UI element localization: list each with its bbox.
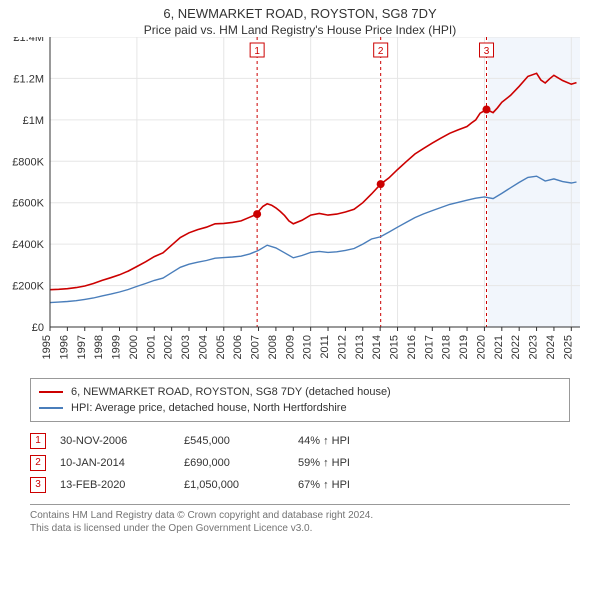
legend-label: 6, NEWMARKET ROAD, ROYSTON, SG8 7DY (det…: [71, 384, 391, 400]
svg-text:2003: 2003: [180, 335, 192, 359]
svg-text:2004: 2004: [197, 335, 209, 359]
legend-item-1: HPI: Average price, detached house, Nort…: [39, 400, 561, 416]
sale-dot-2: [377, 180, 385, 188]
svg-text:2015: 2015: [389, 335, 401, 359]
svg-text:2019: 2019: [458, 335, 470, 359]
svg-text:2021: 2021: [493, 335, 505, 359]
svg-text:2009: 2009: [284, 335, 296, 359]
svg-text:2018: 2018: [441, 335, 453, 359]
sale-marker-box: 3: [30, 477, 46, 493]
legend-swatch: [39, 407, 63, 409]
sale-pct: 67% ↑ HPI: [298, 479, 428, 491]
sale-pct: 44% ↑ HPI: [298, 435, 428, 447]
page-title: 6, NEWMARKET ROAD, ROYSTON, SG8 7DY: [0, 6, 600, 21]
svg-text:2011: 2011: [319, 335, 331, 359]
svg-text:2000: 2000: [128, 335, 140, 359]
svg-text:2016: 2016: [406, 335, 418, 359]
svg-text:1996: 1996: [58, 335, 70, 359]
sale-row-2: 2 10-JAN-2014 £690,000 59% ↑ HPI: [30, 452, 570, 474]
legend-swatch: [39, 391, 63, 393]
svg-text:1: 1: [254, 46, 260, 57]
sale-dot-1: [253, 210, 261, 218]
svg-text:2025: 2025: [562, 335, 574, 359]
svg-text:£1M: £1M: [23, 115, 44, 127]
sale-price: £1,050,000: [184, 479, 284, 491]
svg-text:£600K: £600K: [12, 198, 44, 210]
sale-pct: 59% ↑ HPI: [298, 457, 428, 469]
sale-date: 30-NOV-2006: [60, 435, 170, 447]
svg-text:£1.4M: £1.4M: [13, 37, 44, 44]
svg-text:£200K: £200K: [12, 281, 44, 293]
svg-text:2010: 2010: [302, 335, 314, 359]
legend: 6, NEWMARKET ROAD, ROYSTON, SG8 7DY (det…: [30, 378, 570, 422]
svg-text:2014: 2014: [371, 335, 383, 359]
footer-line-1: Contains HM Land Registry data © Crown c…: [30, 509, 570, 522]
svg-text:2007: 2007: [250, 335, 262, 359]
svg-text:£0: £0: [32, 322, 44, 334]
svg-text:2012: 2012: [336, 335, 348, 359]
svg-text:£1.2M: £1.2M: [13, 73, 44, 85]
sale-dot-3: [483, 106, 491, 114]
svg-text:2022: 2022: [510, 335, 522, 359]
sale-date: 13-FEB-2020: [60, 479, 170, 491]
svg-text:2006: 2006: [232, 335, 244, 359]
svg-text:2005: 2005: [215, 335, 227, 359]
sale-row-1: 1 30-NOV-2006 £545,000 44% ↑ HPI: [30, 430, 570, 452]
svg-text:1998: 1998: [93, 335, 105, 359]
sale-date: 10-JAN-2014: [60, 457, 170, 469]
svg-text:£800K: £800K: [12, 156, 44, 168]
svg-text:2017: 2017: [423, 335, 435, 359]
footer: Contains HM Land Registry data © Crown c…: [30, 504, 570, 535]
svg-text:2020: 2020: [475, 335, 487, 359]
svg-text:2: 2: [378, 46, 384, 57]
svg-text:2024: 2024: [545, 335, 557, 359]
sale-row-3: 3 13-FEB-2020 £1,050,000 67% ↑ HPI: [30, 474, 570, 496]
svg-text:2008: 2008: [267, 335, 279, 359]
legend-label: HPI: Average price, detached house, Nort…: [71, 400, 347, 416]
svg-text:3: 3: [484, 46, 490, 57]
svg-text:2002: 2002: [163, 335, 175, 359]
svg-text:£400K: £400K: [12, 239, 44, 251]
svg-text:1999: 1999: [111, 335, 123, 359]
sales-table: 1 30-NOV-2006 £545,000 44% ↑ HPI 2 10-JAN-201…: [30, 430, 570, 496]
legend-item-0: 6, NEWMARKET ROAD, ROYSTON, SG8 7DY (det…: [39, 384, 561, 400]
svg-text:2013: 2013: [354, 335, 366, 359]
sale-price: £545,000: [184, 435, 284, 447]
svg-text:2001: 2001: [145, 335, 157, 359]
price-chart: £0 £200K £400K £600K £800K £1M £1.2M £1.4M 1995 1…: [0, 37, 600, 372]
svg-text:1995: 1995: [41, 335, 53, 359]
sale-price: £690,000: [184, 457, 284, 469]
sale-marker-box: 2: [30, 455, 46, 471]
footer-line-2: This data is licensed under the Open Gov…: [30, 522, 570, 535]
svg-text:1997: 1997: [76, 335, 88, 359]
svg-text:2023: 2023: [528, 335, 540, 359]
sale-marker-box: 1: [30, 433, 46, 449]
page-subtitle: Price paid vs. HM Land Registry's House …: [0, 23, 600, 37]
